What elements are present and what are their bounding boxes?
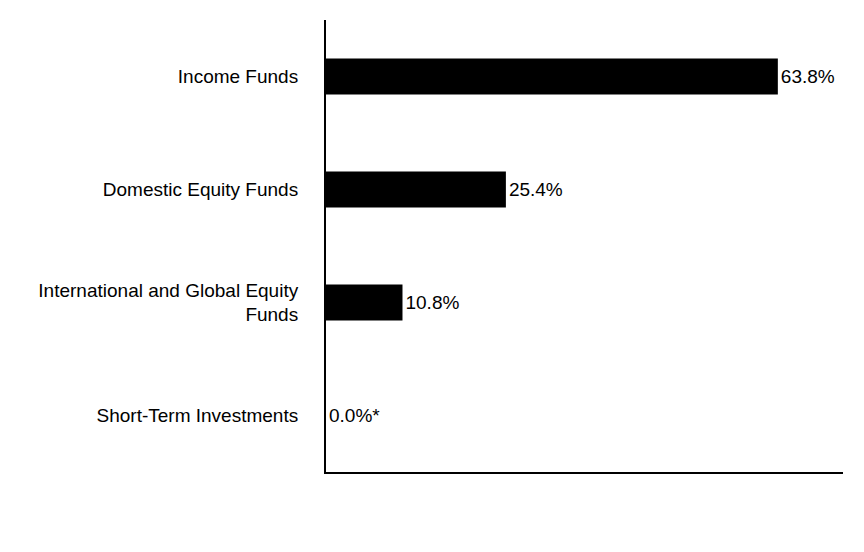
svg-text:Short-Term Investments: Short-Term Investments xyxy=(97,405,299,426)
svg-text:0.0%*: 0.0%* xyxy=(329,405,380,426)
svg-text:Domestic Equity Funds: Domestic Equity Funds xyxy=(103,179,298,200)
svg-text:63.8%: 63.8% xyxy=(781,66,835,87)
svg-text:International and Global Equit: International and Global EquityFunds xyxy=(38,280,298,326)
svg-text:Income Funds: Income Funds xyxy=(178,66,298,87)
svg-text:25.4%: 25.4% xyxy=(509,179,563,200)
svg-text:10.8%: 10.8% xyxy=(405,292,459,313)
